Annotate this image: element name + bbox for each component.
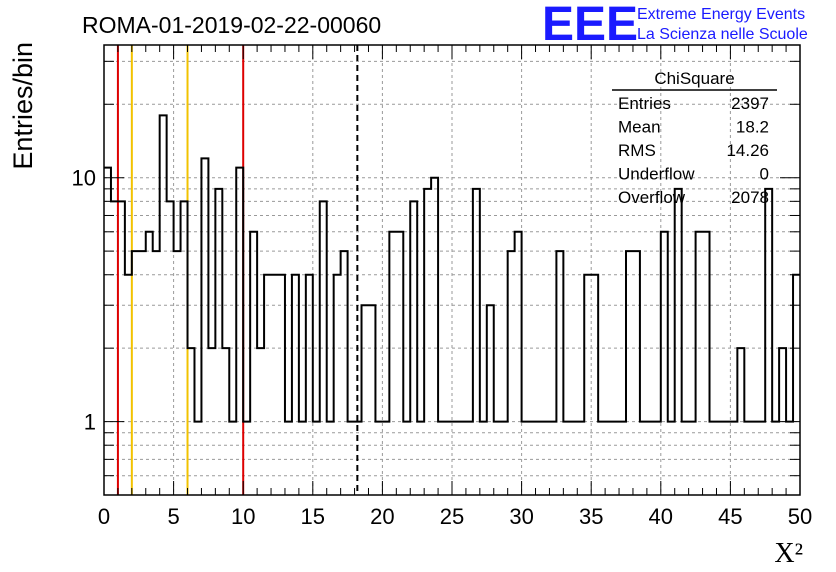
y-axis-label: Entries/bin <box>8 42 38 170</box>
histogram-line <box>104 114 800 423</box>
stats-label: Entries <box>618 94 671 113</box>
stats-value: 0 <box>760 165 769 184</box>
y-tick-label: 1 <box>84 410 96 435</box>
x-tick-label: 25 <box>440 504 464 529</box>
reference-lines <box>116 45 359 495</box>
chart-title: ROMA-01-2019-02-22-00060 <box>82 12 381 38</box>
stats-label: RMS <box>618 141 656 160</box>
x-tick-label: 30 <box>509 504 533 529</box>
y-tick-label: 10 <box>72 166 96 191</box>
x-tick-label: 45 <box>718 504 742 529</box>
y-tick-labels: 1 10 <box>72 166 96 435</box>
logo-mark: EEE <box>542 0 638 51</box>
x-tick-label: 40 <box>649 504 673 529</box>
stats-box: ChiSquare Entries 2397 Mean 18.2 RMS 14.26 Unde… <box>612 69 777 207</box>
stats-value: 14.26 <box>726 141 769 160</box>
stats-value: 18.2 <box>736 118 769 137</box>
stats-label: Overflow <box>618 188 686 207</box>
eee-logo: EEE Extreme Energy Events La Scienza nel… <box>542 0 808 51</box>
x-tick-label: 15 <box>301 504 325 529</box>
x-tick-label: 20 <box>370 504 394 529</box>
x-tick-label: 35 <box>579 504 603 529</box>
x-tick-label: 5 <box>167 504 179 529</box>
x-tick-label: 0 <box>98 504 110 529</box>
stats-value: 2397 <box>731 94 769 113</box>
x-axis-label: X² <box>774 538 803 569</box>
stats-label: Mean <box>618 118 661 137</box>
stats-value: 2078 <box>731 188 769 207</box>
logo-line-2: La Scienza nelle Scuole <box>637 26 808 43</box>
x-tick-label: 10 <box>231 504 255 529</box>
stats-title: ChiSquare <box>654 69 734 88</box>
x-tick-labels: 0 5 10 15 20 25 30 35 40 45 50 <box>98 504 812 529</box>
x-tick-label: 50 <box>788 504 812 529</box>
axis-ticks <box>103 45 801 496</box>
grid <box>104 45 800 495</box>
stats-label: Underflow <box>618 165 695 184</box>
logo-line-1: Extreme Energy Events <box>637 6 805 23</box>
